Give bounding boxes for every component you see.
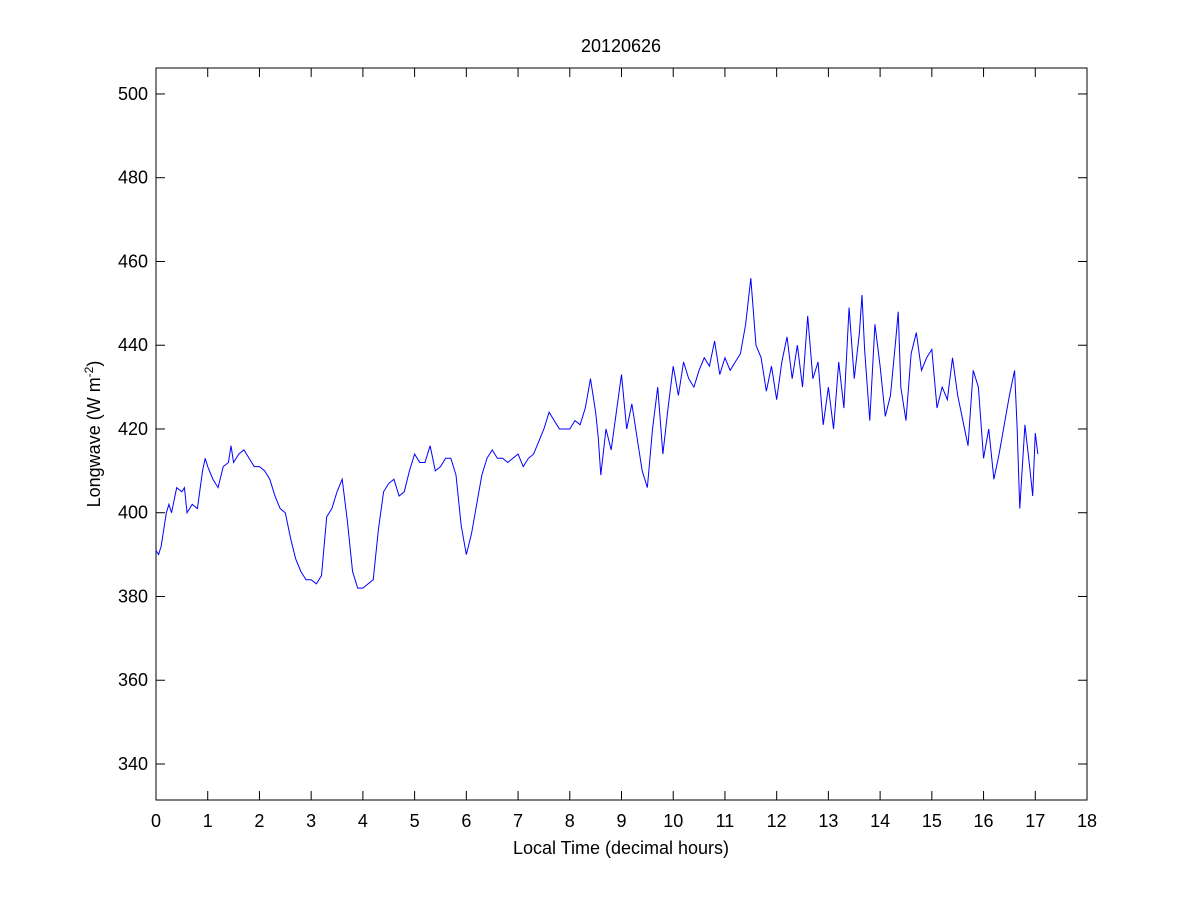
y-label-sup: -2 bbox=[82, 366, 96, 377]
chart-title: 20120626 bbox=[581, 36, 661, 56]
x-tick-label: 9 bbox=[616, 811, 626, 831]
x-tick-label: 2 bbox=[254, 811, 264, 831]
x-tick-label: 10 bbox=[663, 811, 683, 831]
x-axis-label: Local Time (decimal hours) bbox=[513, 838, 729, 858]
x-tick-label: 17 bbox=[1025, 811, 1045, 831]
x-tick-label: 14 bbox=[870, 811, 890, 831]
y-tick-label: 420 bbox=[118, 419, 148, 439]
x-tick-label: 1 bbox=[203, 811, 213, 831]
x-tick-label: 4 bbox=[358, 811, 368, 831]
x-tick-label: 0 bbox=[151, 811, 161, 831]
y-label-end: ) bbox=[84, 361, 104, 367]
x-tick-label: 13 bbox=[818, 811, 838, 831]
x-tick-label: 16 bbox=[974, 811, 994, 831]
data-line bbox=[155, 278, 1039, 589]
plot-area bbox=[155, 67, 1088, 801]
x-tick-label: 3 bbox=[306, 811, 316, 831]
x-tick-label: 18 bbox=[1077, 811, 1097, 831]
y-tick-label: 440 bbox=[118, 335, 148, 355]
y-axis-label: Longwave (W m-2) bbox=[82, 361, 104, 508]
y-tick-label: 460 bbox=[118, 251, 148, 271]
x-tick-label: 5 bbox=[410, 811, 420, 831]
y-tick-label: 400 bbox=[118, 503, 148, 523]
y-tick-label: 340 bbox=[118, 754, 148, 774]
x-tick-label: 12 bbox=[767, 811, 787, 831]
y-tick-label: 360 bbox=[118, 670, 148, 690]
x-tick-label: 6 bbox=[461, 811, 471, 831]
y-tick-label: 480 bbox=[118, 168, 148, 188]
y-tick-label: 380 bbox=[118, 586, 148, 606]
x-tick-label: 7 bbox=[513, 811, 523, 831]
y-tick-label: 500 bbox=[118, 84, 148, 104]
x-tick-label: 15 bbox=[922, 811, 942, 831]
x-tick-label: 11 bbox=[716, 811, 735, 831]
y-label-main: Longwave (W m bbox=[84, 377, 104, 507]
x-tick-label: 8 bbox=[565, 811, 575, 831]
